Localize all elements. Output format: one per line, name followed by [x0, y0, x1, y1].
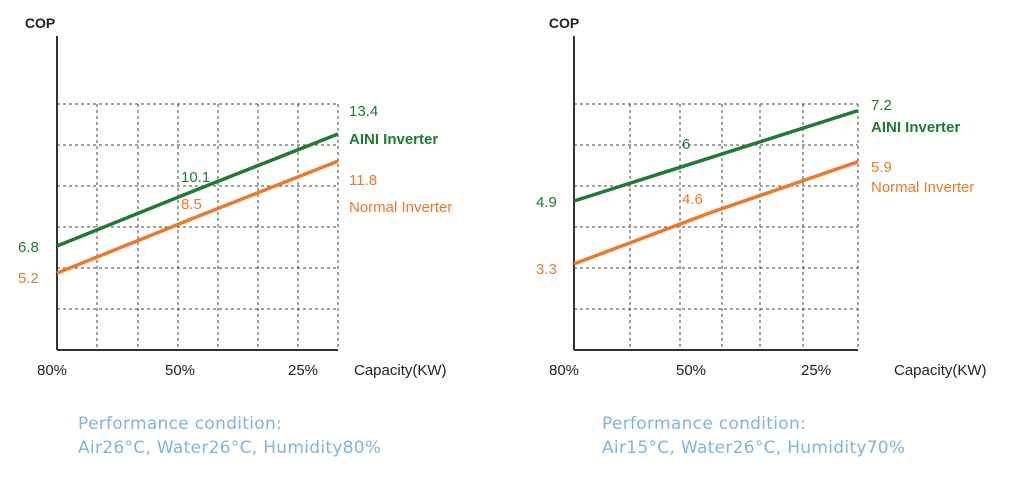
series-name-normal: Normal Inverter	[871, 179, 974, 196]
data-label-start-normal: 5.2	[18, 270, 39, 287]
data-label-start-ai: 6.8	[18, 239, 39, 256]
cop-chart-left: COP Capacity(KW) 80% 50% 25% 6.8 10.1 13.4 AINI …	[18, 15, 452, 379]
data-label-end-ai: 7.2	[871, 97, 892, 114]
series-name-normal: Normal Inverter	[349, 199, 452, 216]
chart-panel-right: COP Capacity(KW) 80% 50% 25% 4.9 6 7.2 AINI Inve…	[520, 0, 1020, 500]
chart-panel-left: COP Capacity(KW) 80% 50% 25% 6.8 10.1 13.4 AINI …	[18, 15, 452, 460]
data-label-mid-normal: 8.5	[181, 196, 202, 213]
condition-heading: Performance condition:	[78, 414, 283, 434]
data-label-start-ai: 4.9	[536, 194, 557, 211]
y-axis-label: COP	[549, 15, 579, 31]
x-tick-label: 50%	[676, 362, 706, 379]
data-label-end-ai: 13.4	[349, 103, 378, 120]
y-axis-label: COP	[25, 15, 55, 31]
x-axis-label: Capacity(KW)	[354, 362, 447, 379]
data-label-end-normal: 5.9	[871, 159, 892, 176]
data-label-start-normal: 3.3	[536, 261, 557, 278]
condition-detail: Air26°C, Water26°C, Humidity80%	[78, 438, 382, 458]
x-tick-label: 50%	[165, 362, 195, 379]
series-line-ai	[56, 132, 339, 248]
x-tick-label: 80%	[37, 362, 67, 379]
series-line-ai	[573, 108, 859, 203]
data-label-end-normal: 11.8	[349, 172, 377, 189]
series-line-normal	[573, 160, 859, 266]
x-tick-label: 80%	[549, 362, 579, 379]
data-label-mid-normal: 4.6	[682, 191, 703, 208]
condition-detail: Air15°C, Water26°C, Humidity70%	[602, 438, 906, 458]
data-label-mid-ai: 10.1	[181, 169, 210, 186]
cop-chart-right: COP Capacity(KW) 80% 50% 25% 4.9 6 7.2 AINI Inve…	[536, 15, 987, 379]
condition-note-left: Performance condition: Air26°C, Water26°…	[78, 412, 381, 460]
condition-note-right: Performance condition: Air15°C, Water26°…	[602, 412, 905, 460]
series-name-ai: AINI Inverter	[871, 119, 960, 136]
data-label-mid-ai: 6	[682, 136, 690, 153]
series-name-ai: AINI Inverter	[349, 131, 438, 148]
condition-heading: Performance condition:	[602, 414, 807, 434]
series-line-normal	[56, 159, 339, 275]
x-axis-label: Capacity(KW)	[894, 362, 987, 379]
x-tick-label: 25%	[801, 362, 831, 379]
x-tick-label: 25%	[288, 362, 318, 379]
